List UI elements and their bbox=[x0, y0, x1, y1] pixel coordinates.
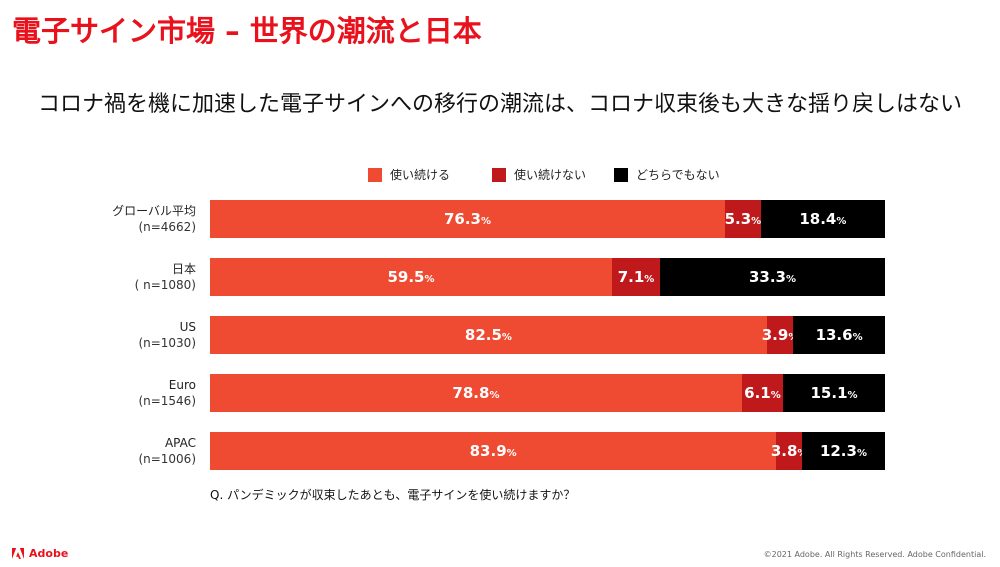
bar-segment-continue: 59.5% bbox=[210, 258, 613, 296]
row-label: Euro (n=1546) bbox=[0, 377, 196, 409]
row-label-name: US bbox=[179, 320, 196, 334]
bar-segment-continue: 83.9% bbox=[210, 432, 777, 470]
data-label-discontinue: 5.3% bbox=[724, 210, 762, 228]
survey-question: Q. パンデミックが収束したあとも、電子サインを使い続けますか？ bbox=[210, 488, 576, 502]
row-label-name: Euro bbox=[168, 378, 196, 392]
data-label-neither: 18.4% bbox=[799, 210, 847, 228]
bar-segment-neither: 33.3% bbox=[659, 258, 885, 296]
bar-segment-neither: 18.4% bbox=[760, 200, 885, 238]
data-label-neither: 33.3% bbox=[748, 268, 796, 286]
bar-segment-neither: 15.1% bbox=[783, 374, 885, 412]
bar-segment-continue: 78.8% bbox=[210, 374, 742, 412]
legend-item-discontinue: 使い続けない bbox=[492, 166, 586, 183]
legend-label-discontinue: 使い続けない bbox=[514, 168, 587, 182]
legend-label-continue: 使い続ける bbox=[390, 168, 451, 182]
data-label-continue: 59.5% bbox=[387, 268, 435, 286]
bar-segment-discontinue: 6.1% bbox=[741, 374, 784, 412]
row-label: US (n=1030) bbox=[0, 319, 196, 351]
row-label-sample-size: (n=1006) bbox=[138, 452, 196, 466]
bar-segment-discontinue: 7.1% bbox=[612, 258, 660, 296]
data-label-discontinue: 6.1% bbox=[744, 384, 781, 402]
data-label-continue: 76.3% bbox=[443, 210, 492, 228]
row-label: 日本 ( n=1080) bbox=[0, 261, 196, 293]
row-label-sample-size: (n=4662) bbox=[138, 220, 196, 234]
row-label-sample-size: (n=1030) bbox=[138, 336, 196, 350]
bar-segment-continue: 82.5% bbox=[210, 316, 767, 354]
legend-label-neither: どちらでもない bbox=[636, 168, 720, 182]
data-label-discontinue: 7.1% bbox=[617, 268, 655, 286]
row-label-sample-size: ( n=1080) bbox=[134, 278, 196, 292]
bar-segment-discontinue: 3.8% bbox=[771, 432, 807, 470]
legend-item-neither: どちらでもない bbox=[614, 166, 720, 183]
page-subtitle: コロナ禍を機に加速した電子サインへの移行の潮流は、コロナ収束後も大きな揺り戻しは… bbox=[37, 92, 962, 117]
bar-row: 83.9% 3.8% 12.3% bbox=[210, 432, 885, 470]
data-label-neither: 13.6% bbox=[815, 326, 863, 344]
bar-row: 82.5% 3.9% 13.6% bbox=[210, 316, 885, 354]
copyright: ©2021 Adobe. All Rights Reserved. Adobe … bbox=[763, 550, 986, 559]
bar-row: 78.8% 6.1% 15.1% bbox=[210, 374, 885, 412]
row-label-name: APAC bbox=[164, 436, 196, 450]
data-label-continue: 82.5% bbox=[464, 326, 512, 344]
row-label: APAC (n=1006) bbox=[0, 435, 196, 467]
legend-item-continue: 使い続ける bbox=[368, 166, 450, 183]
bar-segment-continue: 76.3% bbox=[210, 200, 726, 238]
data-label-neither: 12.3% bbox=[819, 442, 867, 460]
adobe-logo: Adobe bbox=[12, 547, 68, 560]
page-title: 電子サイン市場 – 世界の潮流と日本 bbox=[12, 14, 482, 48]
row-label: グローバル平均 (n=4662) bbox=[0, 203, 196, 235]
row-label-name: 日本 bbox=[171, 262, 196, 276]
legend-swatch-neither bbox=[614, 167, 628, 182]
legend-swatch-discontinue bbox=[492, 167, 506, 182]
bar-row: 76.3% 5.3% 18.4% bbox=[210, 200, 885, 238]
bar-segment-neither: 13.6% bbox=[793, 316, 885, 354]
adobe-logo-icon bbox=[12, 548, 24, 559]
adobe-logo-text: Adobe bbox=[29, 547, 69, 560]
data-label-neither: 15.1% bbox=[810, 384, 858, 402]
row-label-sample-size: (n=1546) bbox=[138, 394, 196, 408]
bar-segment-discontinue: 5.3% bbox=[725, 200, 761, 238]
data-label-continue: 83.9% bbox=[469, 442, 517, 460]
row-label-name: グローバル平均 bbox=[112, 204, 196, 218]
chart-legend: 使い続ける 使い続けない どちらでもない bbox=[0, 166, 1000, 186]
legend-swatch-continue bbox=[368, 167, 382, 182]
bar-segment-neither: 12.3% bbox=[801, 432, 885, 470]
bar-segment-discontinue: 3.9% bbox=[762, 316, 798, 354]
bar-row: 59.5% 7.1% 33.3% bbox=[210, 258, 885, 296]
data-label-continue: 78.8% bbox=[452, 384, 500, 402]
